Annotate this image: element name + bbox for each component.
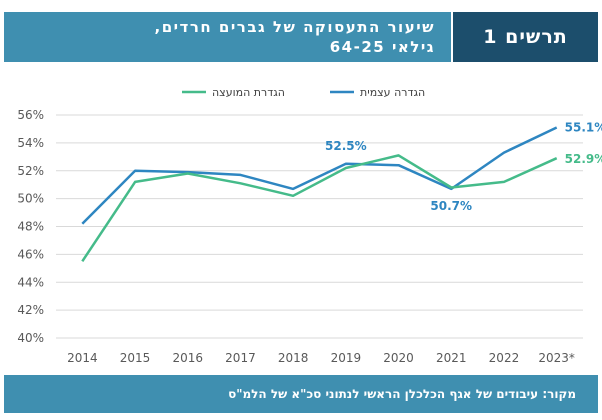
- x-tick-label: 2014: [67, 351, 98, 365]
- x-tick-label: 2022: [489, 351, 520, 365]
- figure-label-box: תרשים 1: [453, 12, 598, 62]
- y-axis-ticks: 40% 42% 44% 46% 48% 50% 52% 54% 56%: [17, 108, 44, 345]
- gridlines: [56, 114, 583, 339]
- y-tick-label: 52%: [17, 164, 44, 178]
- y-tick-label: 44%: [17, 275, 44, 289]
- chart-title-line1: שיעור התעסוקה של גברים חרדים,: [154, 18, 435, 36]
- data-labels: 52.5% 50.7% 55.1% 52.9%: [325, 121, 602, 213]
- data-label: 55.1%: [565, 121, 602, 135]
- x-tick-label: 2019: [331, 351, 362, 365]
- x-tick-label: 2017: [225, 351, 256, 365]
- y-tick-label: 46%: [17, 247, 44, 261]
- y-tick-label: 56%: [17, 108, 44, 122]
- data-label: 52.9%: [565, 152, 602, 166]
- series-line-council-definition: [81, 154, 558, 262]
- source-text: מקור: עיבודים של אגף הכלכלן הראשי לנתוני…: [228, 387, 576, 401]
- legend: הגדרה עצמית הגדרת המועצה: [182, 86, 425, 99]
- x-tick-label: 2023*: [538, 351, 575, 365]
- source-note: מקור: עיבודים של אגף הכלכלן הראשי לנתוני…: [4, 375, 598, 413]
- x-tick-label: 2021: [436, 351, 467, 365]
- x-axis-ticks: 2014 2015 2016 2017 2018 2019 2020 2021 2022 2023…: [67, 351, 575, 365]
- legend-label: הגדרה עצמית: [360, 86, 425, 99]
- chart-title-line2: גילאי 64-25: [329, 38, 435, 56]
- x-tick-label: 2015: [120, 351, 151, 365]
- y-tick-label: 48%: [17, 220, 44, 234]
- y-tick-label: 50%: [17, 192, 44, 206]
- series-line-self-definition: [81, 126, 558, 225]
- y-tick-label: 54%: [17, 136, 44, 150]
- y-tick-label: 42%: [17, 303, 44, 317]
- series-lines: [81, 126, 558, 262]
- figure-label: תרשים 1: [483, 26, 568, 48]
- x-tick-label: 2020: [383, 351, 414, 365]
- x-tick-label: 2016: [172, 351, 203, 365]
- y-tick-label: 40%: [17, 331, 44, 345]
- legend-label: הגדרת המועצה: [212, 86, 285, 99]
- chart-title-box: שיעור התעסוקה של גברים חרדים, גילאי 64-2…: [4, 12, 451, 62]
- data-label: 50.7%: [430, 199, 472, 213]
- data-label: 52.5%: [325, 139, 367, 153]
- x-tick-label: 2018: [278, 351, 309, 365]
